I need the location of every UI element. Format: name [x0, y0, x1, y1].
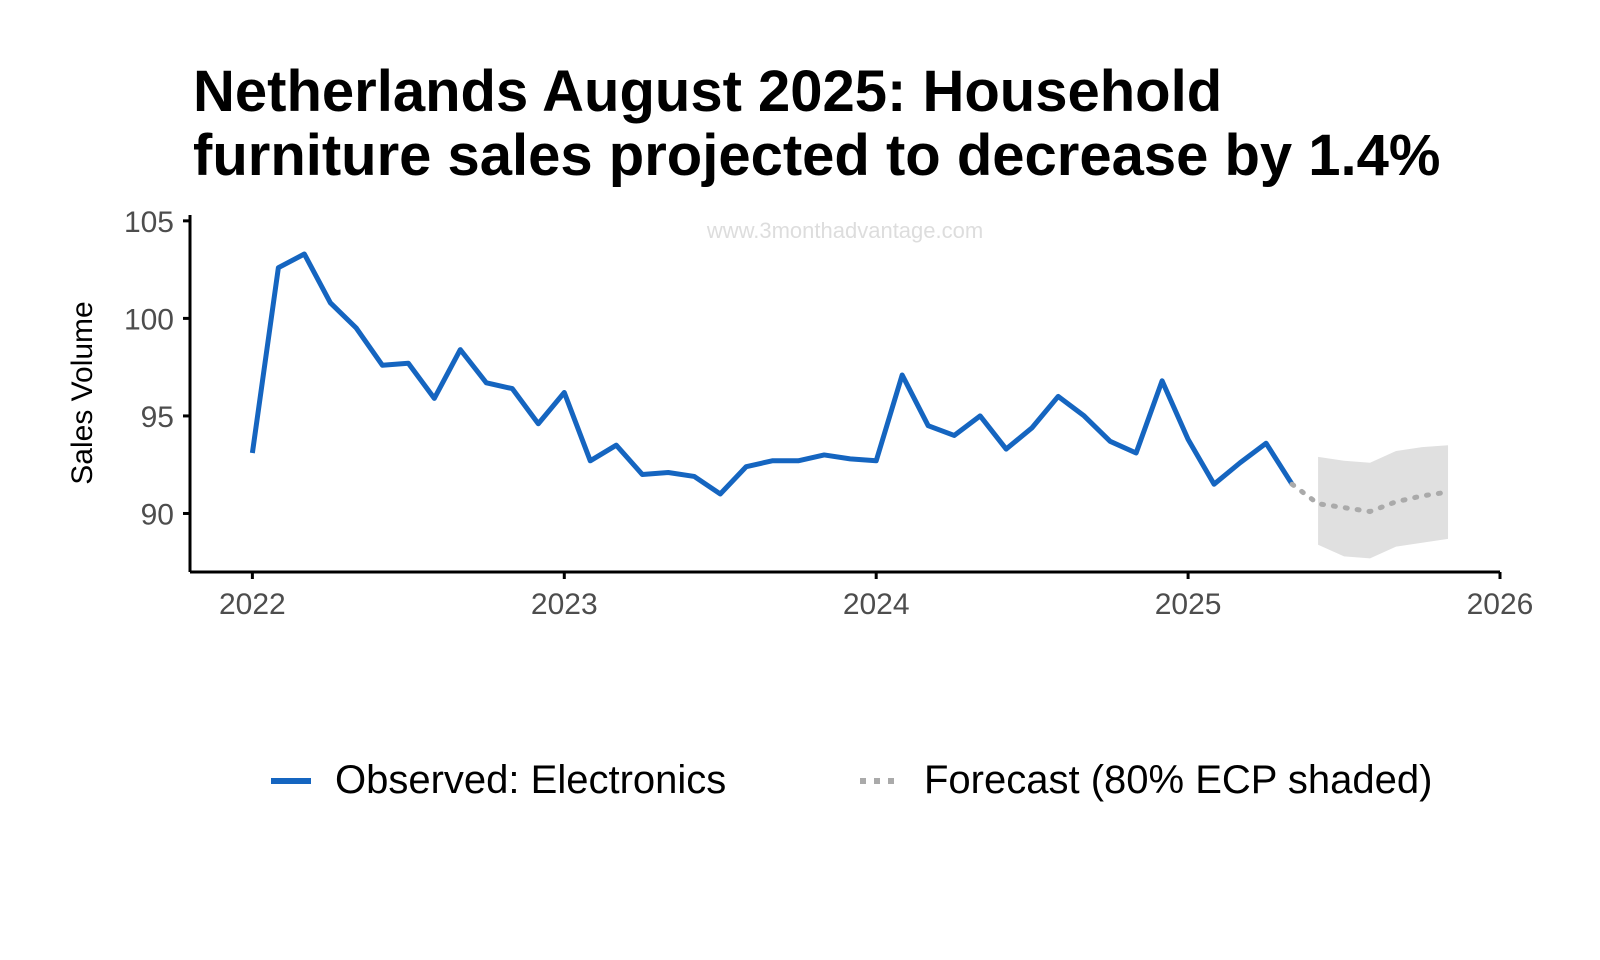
legend-label-observed: Observed: Electronics — [335, 758, 727, 802]
chart-title-line-1: Netherlands August 2025: Household — [193, 59, 1223, 124]
y-tick-label-105: 105 — [124, 206, 174, 239]
x-tick-label-2025: 2025 — [1155, 588, 1222, 621]
legend-key-solid — [271, 777, 311, 784]
y-tick-label-95: 95 — [141, 401, 174, 434]
x-tick-label-2026: 2026 — [1467, 588, 1534, 621]
observed-series-line — [249, 251, 1295, 497]
x-tick-label-2024: 2024 — [843, 588, 910, 621]
x-tick-label-2022: 2022 — [219, 588, 286, 621]
y-tick-label-100: 100 — [124, 303, 174, 336]
chart-legend: Observed: Electronics Forecast (80% ECP … — [0, 758, 1600, 818]
forecast-band — [1318, 445, 1449, 559]
legend-item-observed: Observed: Electronics — [271, 758, 726, 803]
y-tick-label-90: 90 — [141, 498, 174, 531]
watermark: www.3monthadvantage.com — [706, 218, 983, 243]
y-axis-label: Sales Volume — [66, 301, 99, 484]
legend-label-forecast: Forecast (80% ECP shaded) — [924, 758, 1433, 802]
legend-key-dotted — [860, 777, 900, 784]
chart-title-line-2: furniture sales projected to decrease by… — [193, 123, 1441, 188]
x-tick-label-2023: 2023 — [531, 588, 598, 621]
legend-item-forecast: Forecast (80% ECP shaded) — [860, 758, 1432, 803]
